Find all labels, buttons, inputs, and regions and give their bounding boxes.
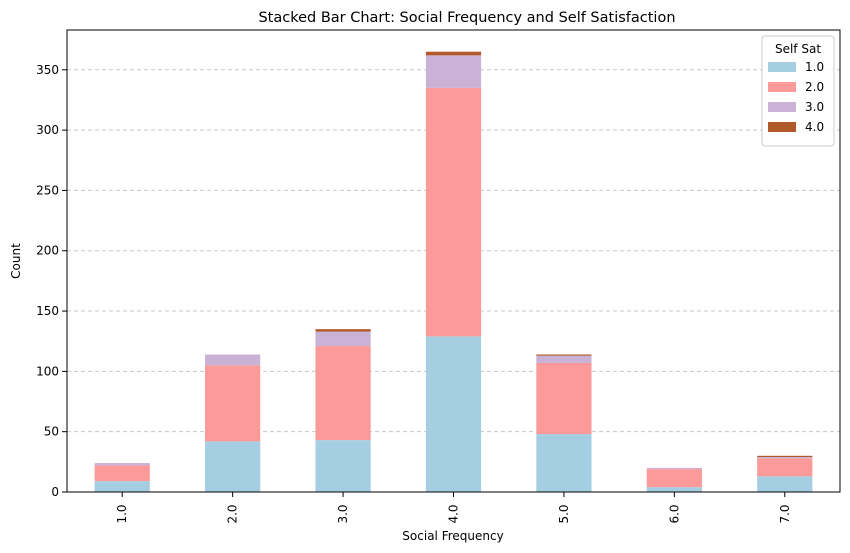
x-tick-label: 2.0 — [226, 504, 240, 523]
y-tick-label: 100 — [36, 364, 59, 378]
bar-segment — [94, 463, 150, 466]
y-axis-label: Count — [9, 243, 23, 279]
legend-entry: 2.0 — [805, 80, 824, 94]
bar-segment — [205, 441, 261, 492]
x-tick-label: 1.0 — [115, 504, 129, 523]
legend-entry: 4.0 — [805, 120, 824, 134]
bar-segment — [536, 355, 592, 363]
axes: 0 50 100 150 200 250 300 350 1.0 2.0 3.0 4.0 5.0 6.0 7… — [36, 29, 841, 524]
legend-swatch — [768, 102, 796, 112]
legend-entry: 3.0 — [805, 100, 824, 114]
legend: Self Sat 1.0 2.0 3.0 4.0 — [761, 35, 835, 147]
bar-segment — [205, 365, 261, 442]
y-tick-label: 200 — [36, 244, 59, 258]
bar-segment — [757, 476, 813, 492]
bar-segment — [536, 434, 592, 492]
bar-segment — [536, 354, 592, 356]
bar-segment — [425, 336, 482, 492]
bar-segment — [94, 465, 150, 482]
bar-segment — [757, 458, 813, 477]
x-tick-label: 6.0 — [667, 504, 681, 523]
legend-swatch — [768, 82, 796, 92]
y-tick-label: 50 — [44, 425, 59, 439]
y-tick-label: 0 — [51, 485, 59, 499]
legend-swatch — [768, 62, 796, 72]
x-tick-label: 5.0 — [557, 504, 571, 523]
bar-segment — [425, 87, 482, 337]
bar-segment — [315, 331, 371, 347]
x-tick-label: 7.0 — [778, 504, 792, 523]
y-tick-label: 250 — [36, 183, 59, 197]
bar-segment — [315, 440, 371, 492]
x-tick-label: 3.0 — [336, 504, 350, 523]
bar-segment — [536, 362, 592, 435]
bar-segment — [94, 481, 150, 492]
legend-title: Self Sat — [775, 42, 821, 56]
bar-segment — [757, 457, 813, 459]
y-tick-label: 150 — [36, 304, 59, 318]
bars — [94, 51, 813, 492]
bar-segment — [315, 329, 371, 332]
bar-segment — [315, 346, 371, 441]
bar-segment — [646, 469, 702, 488]
chart-title: Stacked Bar Chart: Social Frequency and … — [258, 10, 675, 26]
bar-segment — [205, 354, 261, 366]
y-tick-label: 300 — [36, 123, 59, 137]
x-axis-label: Social Frequency — [402, 529, 503, 543]
bar-segment — [425, 55, 482, 88]
bar-segment — [646, 487, 702, 492]
bar-segment — [425, 51, 482, 56]
x-tick-label: 4.0 — [447, 504, 461, 523]
legend-entry: 1.0 — [805, 60, 824, 74]
bar-segment — [646, 467, 702, 470]
y-tick-label: 350 — [36, 63, 59, 77]
bar-segment — [757, 455, 813, 458]
legend-swatch — [768, 122, 796, 132]
